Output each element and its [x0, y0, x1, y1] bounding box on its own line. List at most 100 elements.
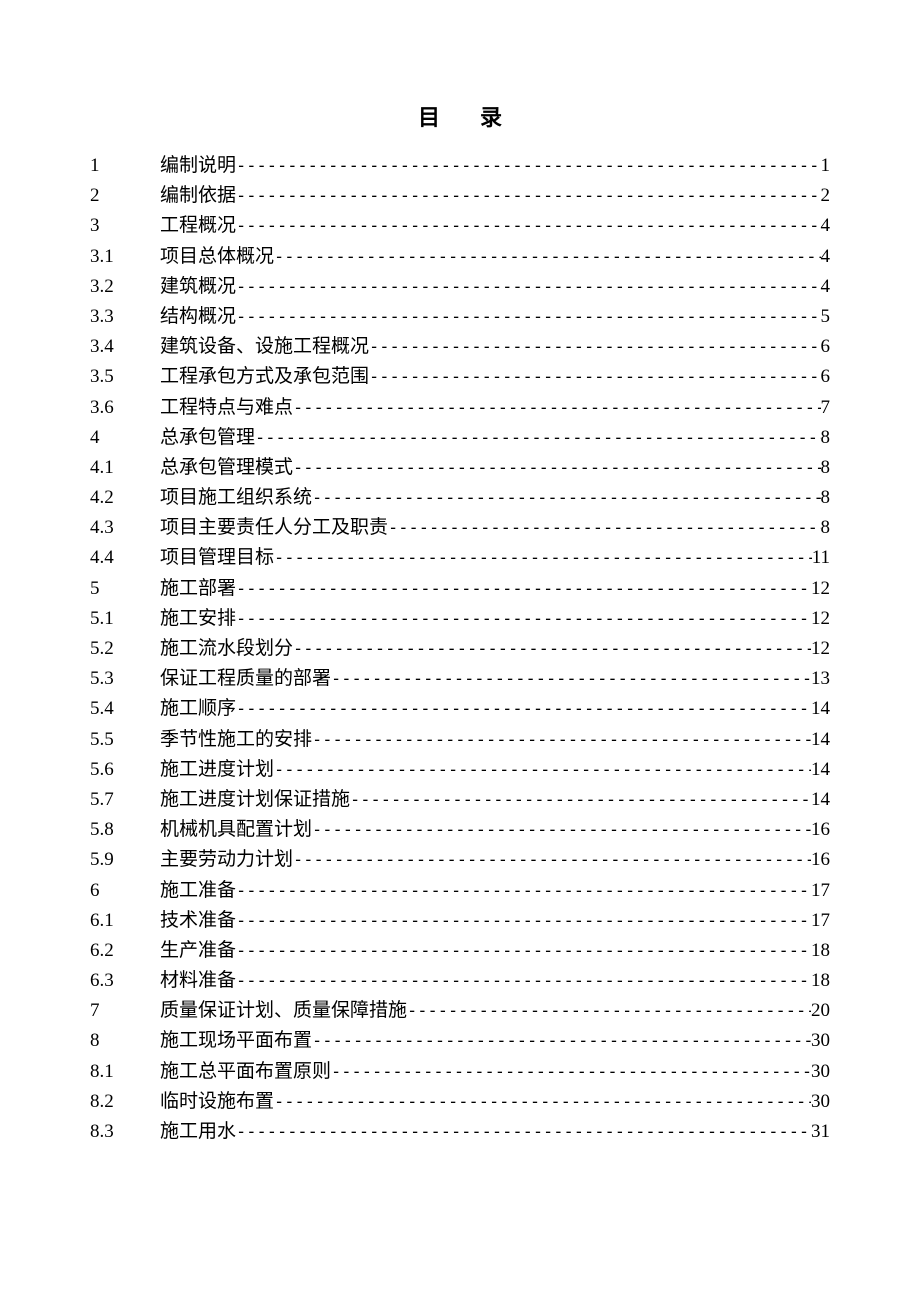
- toc-page-number: 13: [811, 669, 830, 688]
- toc-section-number: 5.8: [90, 820, 160, 839]
- toc-leader-dashes: ----------------------------------------…: [236, 218, 820, 235]
- toc-row: 5.2施工流水段划分------------------------------…: [90, 639, 830, 658]
- toc-leader-dashes: ----------------------------------------…: [236, 913, 811, 930]
- toc-page-number: 30: [811, 1092, 830, 1111]
- toc-leader-dashes: ----------------------------------------…: [255, 430, 820, 447]
- toc-section-label: 主要劳动力计划: [160, 850, 293, 869]
- toc-leader-dashes: ----------------------------------------…: [312, 1033, 811, 1050]
- toc-section-label: 工程特点与难点: [160, 398, 293, 417]
- toc-section-label: 施工用水: [160, 1122, 236, 1141]
- toc-section-label: 项目管理目标: [160, 548, 274, 567]
- toc-page-number: 5: [821, 307, 831, 326]
- toc-section-number: 3.5: [90, 367, 160, 386]
- toc-section-number: 5.2: [90, 639, 160, 658]
- toc-page-number: 2: [821, 186, 831, 205]
- toc-section-number: 5.6: [90, 760, 160, 779]
- toc-section-number: 3.4: [90, 337, 160, 356]
- toc-leader-dashes: ----------------------------------------…: [236, 611, 811, 628]
- toc-row: 5.3保证工程质量的部署----------------------------…: [90, 669, 830, 688]
- toc-page-number: 7: [821, 398, 831, 417]
- toc-section-number: 5.7: [90, 790, 160, 809]
- toc-section-label: 施工部署: [160, 579, 236, 598]
- toc-section-number: 6: [90, 881, 160, 900]
- toc-section-label: 项目施工组织系统: [160, 488, 312, 507]
- toc-leader-dashes: ----------------------------------------…: [312, 490, 820, 507]
- toc-row: 4.1总承包管理模式------------------------------…: [90, 458, 830, 477]
- toc-section-label: 结构概况: [160, 307, 236, 326]
- toc-leader-dashes: ----------------------------------------…: [236, 701, 811, 718]
- toc-leader-dashes: ----------------------------------------…: [236, 279, 820, 296]
- toc-page-number: 12: [811, 579, 830, 598]
- toc-section-number: 4: [90, 428, 160, 447]
- toc-row: 4.4项目管理目标-------------------------------…: [90, 548, 830, 567]
- toc-leader-dashes: ----------------------------------------…: [312, 732, 811, 749]
- toc-section-label: 建筑设备、设施工程概况: [160, 337, 369, 356]
- toc-page-number: 8: [821, 488, 831, 507]
- toc-section-number: 5.3: [90, 669, 160, 688]
- toc-section-number: 6.1: [90, 911, 160, 930]
- toc-page-number: 16: [811, 820, 830, 839]
- toc-row: 5.8机械机具配置计划-----------------------------…: [90, 820, 830, 839]
- toc-row: 6.1技术准备---------------------------------…: [90, 911, 830, 930]
- toc-leader-dashes: ----------------------------------------…: [350, 792, 811, 809]
- toc-leader-dashes: ----------------------------------------…: [274, 762, 811, 779]
- toc-section-number: 4.4: [90, 548, 160, 567]
- toc-section-number: 3.1: [90, 247, 160, 266]
- table-of-contents: 1编制说明-----------------------------------…: [90, 156, 830, 1141]
- toc-section-label: 技术准备: [160, 911, 236, 930]
- toc-page-number: 14: [811, 790, 830, 809]
- toc-section-number: 5.5: [90, 730, 160, 749]
- toc-leader-dashes: ----------------------------------------…: [236, 188, 820, 205]
- toc-section-label: 季节性施工的安排: [160, 730, 312, 749]
- toc-leader-dashes: ----------------------------------------…: [312, 822, 811, 839]
- toc-row: 5.4施工顺序---------------------------------…: [90, 699, 830, 718]
- toc-page-number: 12: [811, 609, 830, 628]
- toc-leader-dashes: ----------------------------------------…: [274, 1094, 811, 1111]
- toc-row: 5.9主要劳动力计划------------------------------…: [90, 850, 830, 869]
- toc-section-label: 施工进度计划: [160, 760, 274, 779]
- toc-leader-dashes: ----------------------------------------…: [236, 1124, 811, 1141]
- toc-section-number: 3: [90, 216, 160, 235]
- toc-section-label: 材料准备: [160, 971, 236, 990]
- toc-page-number: 31: [811, 1122, 830, 1141]
- toc-section-label: 施工安排: [160, 609, 236, 628]
- toc-leader-dashes: ----------------------------------------…: [331, 1064, 811, 1081]
- toc-row: 5施工部署-----------------------------------…: [90, 579, 830, 598]
- toc-section-label: 临时设施布置: [160, 1092, 274, 1111]
- toc-section-number: 5: [90, 579, 160, 598]
- toc-page-number: 18: [811, 971, 830, 990]
- toc-section-number: 4.1: [90, 458, 160, 477]
- toc-row: 7质量保证计划、质量保障措施--------------------------…: [90, 1001, 830, 1020]
- toc-page-number: 17: [811, 881, 830, 900]
- toc-page-number: 14: [811, 730, 830, 749]
- toc-leader-dashes: ----------------------------------------…: [388, 520, 820, 537]
- toc-row: 5.1施工安排---------------------------------…: [90, 609, 830, 628]
- toc-row: 3.4建筑设备、设施工程概况--------------------------…: [90, 337, 830, 356]
- toc-page-number: 4: [821, 277, 831, 296]
- toc-row: 5.7施工进度计划保证措施---------------------------…: [90, 790, 830, 809]
- toc-row: 3.1项目总体概况-------------------------------…: [90, 247, 830, 266]
- toc-section-label: 总承包管理: [160, 428, 255, 447]
- toc-page-number: 14: [811, 760, 830, 779]
- toc-leader-dashes: ----------------------------------------…: [293, 852, 811, 869]
- toc-page-number: 4: [821, 247, 831, 266]
- toc-row: 3.3结构概况---------------------------------…: [90, 307, 830, 326]
- toc-row: 3.2建筑概况---------------------------------…: [90, 277, 830, 296]
- toc-page-number: 17: [811, 911, 830, 930]
- toc-section-label: 施工流水段划分: [160, 639, 293, 658]
- toc-section-label: 工程承包方式及承包范围: [160, 367, 369, 386]
- toc-leader-dashes: ----------------------------------------…: [407, 1003, 811, 1020]
- toc-section-number: 8: [90, 1031, 160, 1050]
- toc-leader-dashes: ----------------------------------------…: [274, 249, 820, 266]
- toc-page-number: 14: [811, 699, 830, 718]
- toc-section-number: 5.9: [90, 850, 160, 869]
- toc-page-number: 20: [811, 1001, 830, 1020]
- toc-section-number: 7: [90, 1001, 160, 1020]
- toc-row: 8.1施工总平面布置原则----------------------------…: [90, 1062, 830, 1081]
- toc-leader-dashes: ----------------------------------------…: [236, 883, 811, 900]
- toc-leader-dashes: ----------------------------------------…: [236, 581, 811, 598]
- toc-section-label: 施工准备: [160, 881, 236, 900]
- toc-section-label: 总承包管理模式: [160, 458, 293, 477]
- toc-leader-dashes: ----------------------------------------…: [236, 973, 811, 990]
- toc-section-label: 质量保证计划、质量保障措施: [160, 1001, 407, 1020]
